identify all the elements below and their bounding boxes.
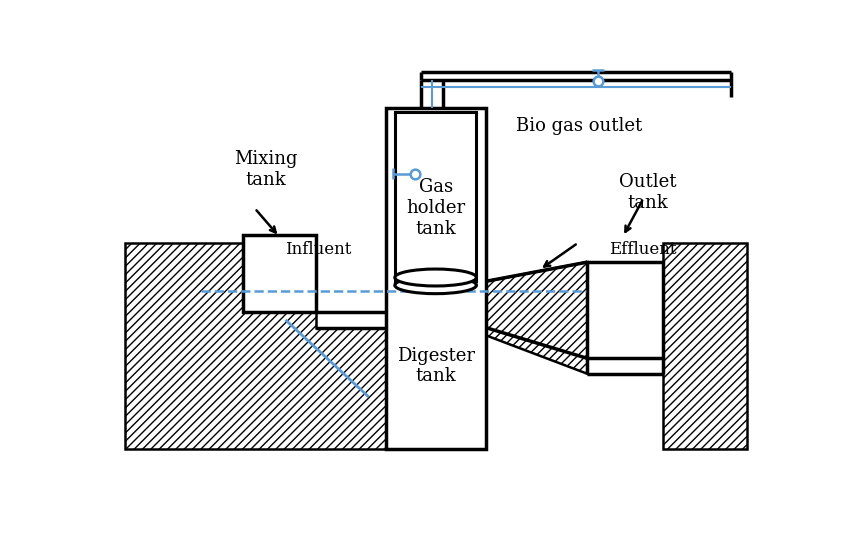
Bar	[589, 263, 660, 358]
Bar	[386, 108, 485, 449]
Text: Bio gas outlet: Bio gas outlet	[517, 117, 643, 135]
Ellipse shape	[394, 277, 477, 294]
Text: Mixing
tank: Mixing tank	[235, 150, 298, 189]
Bar	[394, 112, 477, 281]
Text: Outlet
tank: Outlet tank	[619, 173, 676, 212]
Polygon shape	[663, 243, 747, 449]
Polygon shape	[485, 262, 587, 374]
Bar	[243, 235, 316, 312]
Text: Digester
tank: Digester tank	[397, 347, 474, 385]
Bar	[396, 113, 475, 281]
Ellipse shape	[394, 269, 477, 286]
Bar	[587, 262, 663, 358]
Polygon shape	[386, 374, 485, 449]
Text: Effluent: Effluent	[609, 241, 677, 258]
Bar	[245, 236, 314, 311]
Bar	[388, 110, 484, 448]
Text: Influent: Influent	[286, 241, 352, 258]
Polygon shape	[125, 243, 386, 449]
Text: Gas
holder
tank: Gas holder tank	[406, 179, 465, 238]
